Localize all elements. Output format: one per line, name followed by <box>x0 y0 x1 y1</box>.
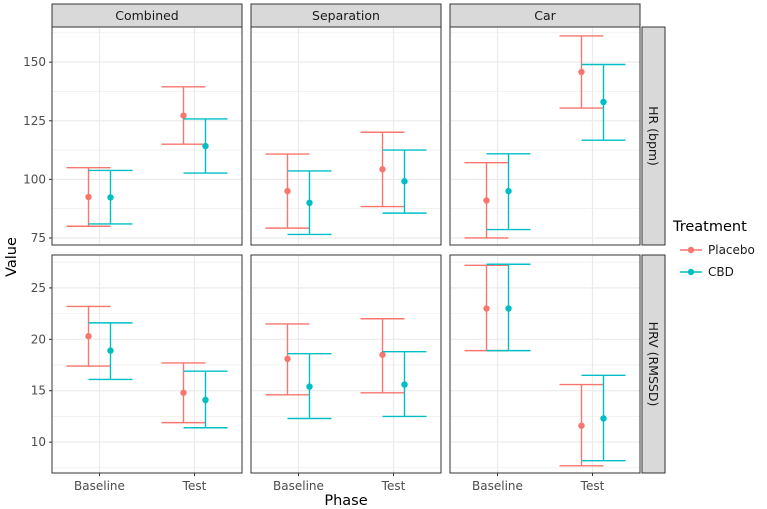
mean-point-cbd <box>306 383 313 390</box>
mean-point-cbd <box>600 98 607 106</box>
strip-right <box>641 254 666 474</box>
mean-point-placebo <box>85 333 92 340</box>
mean-point-cbd <box>505 305 512 312</box>
strip-top <box>51 3 243 28</box>
mean-point-placebo <box>379 351 386 358</box>
mean-point-cbd <box>401 381 408 388</box>
panel-data-1-0 <box>66 305 228 429</box>
mean-point-placebo <box>379 166 386 173</box>
strip-top <box>449 3 641 28</box>
mean-point-cbd <box>202 142 209 150</box>
mean-point-placebo <box>85 193 92 201</box>
panel-background <box>450 27 640 245</box>
panel-1-0 <box>51 254 243 474</box>
mean-point-cbd <box>306 199 313 207</box>
x-tick-label: Test <box>381 479 406 493</box>
strip-top-label: Combined <box>115 8 179 23</box>
mean-point-cbd <box>600 415 607 422</box>
x-tick-label: Test <box>182 479 207 493</box>
legend: Treatment Placebo CBD <box>672 219 755 279</box>
x-tick-label: Baseline <box>273 479 324 493</box>
y-axis-title: Value <box>4 237 20 277</box>
mean-point-cbd <box>401 178 408 185</box>
panel-background <box>52 255 242 473</box>
legend-items: Placebo CBD <box>680 243 755 279</box>
y-tick-label: 150 <box>23 55 46 69</box>
mean-point-placebo <box>180 112 187 119</box>
axes-layer: 75 100 125 150 10 15 20 25 Baseline Test Baseline T… <box>23 55 605 493</box>
mean-point-cbd <box>202 396 209 404</box>
strip-top <box>250 3 442 28</box>
y-tick-label: 20 <box>31 332 46 346</box>
strip-right <box>641 26 666 246</box>
mean-point-placebo <box>483 305 490 312</box>
strips-layer: Combined Separation Car HR (bpm) HRV (RMSSD) <box>51 3 666 474</box>
panel-data-1-1 <box>265 318 427 420</box>
legend-label-placebo: Placebo <box>708 243 755 257</box>
y-tick-label: 10 <box>31 435 46 449</box>
panel-data-1-2 <box>464 263 626 467</box>
x-tick-label: Baseline <box>472 479 523 493</box>
strip-right-label: HRV (RMSSD) <box>646 322 661 407</box>
strip-top-label: Car <box>534 8 556 23</box>
legend-label-cbd: CBD <box>708 265 734 279</box>
strip-top-label: Separation <box>312 8 380 23</box>
panel-data-0-2 <box>464 35 626 239</box>
mean-point-placebo <box>180 389 187 396</box>
x-tick-label: Test <box>580 479 605 493</box>
panel-background <box>52 27 242 245</box>
panel-data-0-1 <box>265 131 427 236</box>
y-tick-label: 75 <box>31 231 46 245</box>
panel-1-1 <box>250 254 442 474</box>
x-axis-title: Phase <box>324 493 367 509</box>
panel-data-0-0 <box>66 86 228 227</box>
panel-background <box>251 255 441 473</box>
legend-key-point-placebo <box>687 246 695 254</box>
legend-title: Treatment <box>672 219 747 235</box>
panel-1-2 <box>449 254 641 474</box>
panels-layer <box>51 26 641 474</box>
mean-point-placebo <box>284 355 291 363</box>
y-tick-label: 15 <box>31 384 46 398</box>
x-tick-label: Baseline <box>74 479 125 493</box>
y-tick-label: 100 <box>23 172 46 186</box>
panel-border <box>250 254 442 474</box>
mean-point-placebo <box>578 422 585 429</box>
panel-0-0 <box>51 26 243 246</box>
strip-right-label: HR (bpm) <box>646 106 661 166</box>
mean-point-placebo <box>483 197 490 204</box>
legend-key-point-cbd <box>687 268 695 276</box>
mean-point-cbd <box>505 187 512 195</box>
panel-0-1 <box>250 26 442 246</box>
panel-border <box>449 254 641 474</box>
panel-background <box>251 27 441 245</box>
mean-point-cbd <box>107 347 114 354</box>
mean-point-cbd <box>107 194 114 201</box>
mean-point-placebo <box>578 68 585 76</box>
panel-border <box>51 254 243 474</box>
panel-background <box>450 255 640 473</box>
mean-point-placebo <box>284 187 291 195</box>
panel-0-2 <box>449 26 641 246</box>
y-tick-label: 25 <box>31 281 46 295</box>
y-tick-label: 125 <box>23 114 46 128</box>
